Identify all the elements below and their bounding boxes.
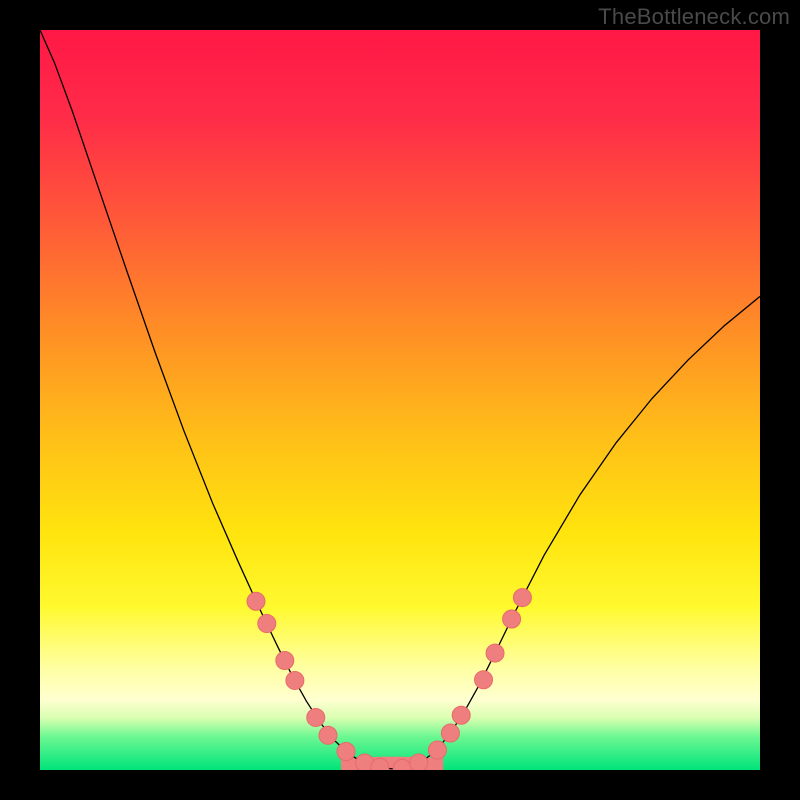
watermark-text: TheBottleneck.com: [598, 4, 790, 30]
data-marker: [258, 614, 276, 632]
data-marker: [452, 706, 470, 724]
data-marker: [428, 741, 446, 759]
data-marker: [319, 726, 337, 744]
plot-svg: [40, 30, 760, 770]
data-marker: [410, 754, 428, 770]
data-marker: [441, 724, 459, 742]
chart-frame: TheBottleneck.com: [0, 0, 800, 800]
data-marker: [513, 589, 531, 607]
data-marker: [286, 671, 304, 689]
data-marker: [307, 708, 325, 726]
data-marker: [486, 644, 504, 662]
data-marker: [247, 592, 265, 610]
gradient-background: [40, 30, 760, 770]
data-marker: [276, 651, 294, 669]
data-marker: [503, 610, 521, 628]
data-marker: [337, 743, 355, 761]
bottleneck-plot: [40, 30, 760, 770]
data-marker: [475, 671, 493, 689]
